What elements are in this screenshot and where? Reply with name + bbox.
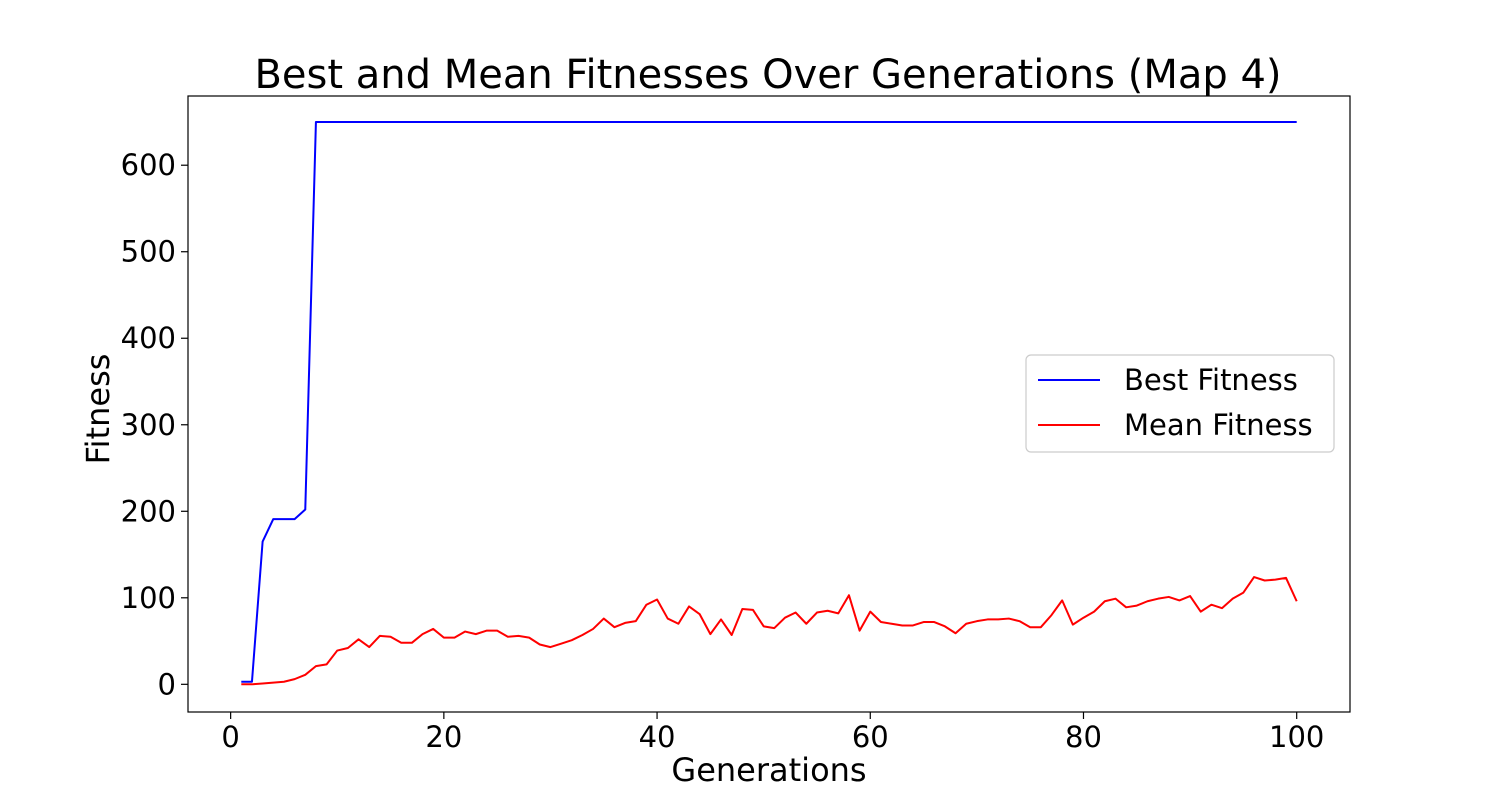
y-tick-label: 600 <box>121 148 176 182</box>
legend: Best Fitness Mean Fitness <box>1025 354 1335 453</box>
chart-title: Best and Mean Fitnesses Over Generations… <box>254 52 1281 98</box>
y-axis-label: Fitness <box>79 354 117 465</box>
x-tick-label: 100 <box>1269 720 1324 754</box>
y-tick-label: 500 <box>121 235 176 269</box>
series-line-mean-fitness <box>241 576 1298 686</box>
y-tick-label: 0 <box>158 667 176 701</box>
x-tick-label: 0 <box>221 720 239 754</box>
axes-frame <box>187 95 1351 713</box>
legend-label: Mean Fitness <box>1124 408 1313 442</box>
x-tick-label: 20 <box>425 720 462 754</box>
y-tick-label: 300 <box>121 408 176 442</box>
x-tick-label: 60 <box>852 720 889 754</box>
x-tick-label: 80 <box>1065 720 1102 754</box>
y-axis: 0 100 200 300 400 500 600 <box>121 148 188 701</box>
y-tick-label: 400 <box>121 321 176 355</box>
legend-box <box>1025 354 1335 453</box>
plot-area <box>241 120 1298 686</box>
y-tick-label: 200 <box>121 494 176 528</box>
x-tick-label: 40 <box>639 720 676 754</box>
x-axis: 0 20 40 60 80 100 <box>221 712 1324 754</box>
series-line-best-fitness <box>241 120 1297 683</box>
legend-label: Best Fitness <box>1124 363 1298 397</box>
y-tick-label: 100 <box>121 581 176 615</box>
x-axis-label: Generations <box>671 751 866 789</box>
